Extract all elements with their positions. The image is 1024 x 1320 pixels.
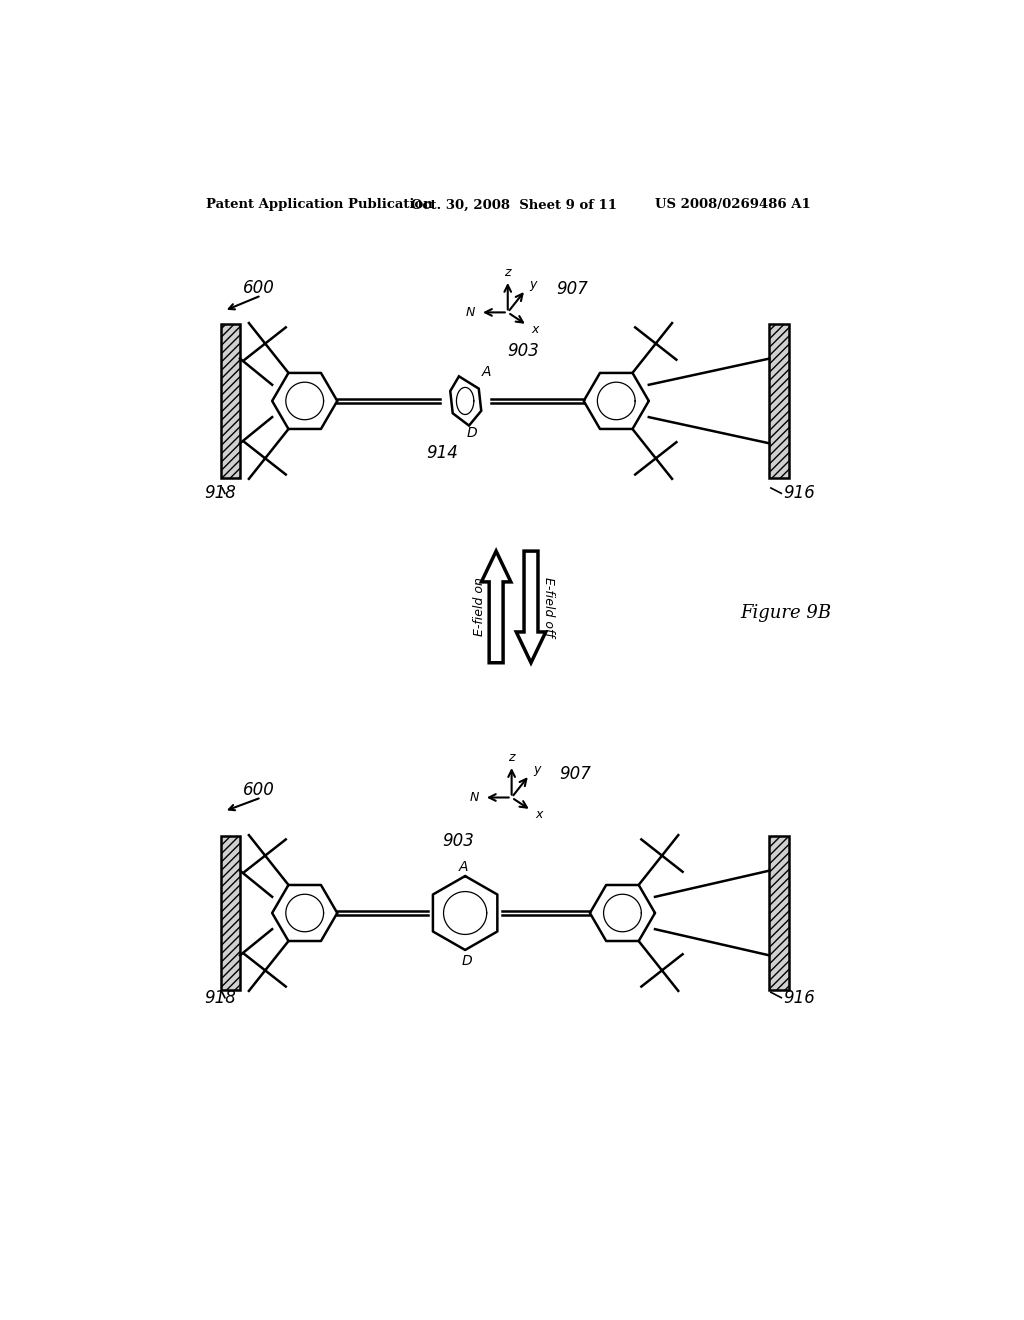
Text: E-field on: E-field on — [472, 577, 485, 636]
Text: Figure 9B: Figure 9B — [740, 603, 831, 622]
Bar — [769, 323, 788, 478]
Text: N: N — [466, 306, 475, 319]
Text: y: y — [529, 277, 538, 290]
Text: Patent Application Publication: Patent Application Publication — [206, 198, 432, 211]
FancyArrow shape — [516, 552, 546, 663]
Text: y: y — [534, 763, 541, 776]
Text: D: D — [467, 426, 477, 441]
Text: A: A — [482, 364, 492, 379]
Text: x: x — [531, 323, 539, 335]
Text: 916: 916 — [783, 989, 815, 1007]
Text: 918: 918 — [204, 989, 236, 1007]
Text: 918: 918 — [204, 484, 236, 503]
Text: A: A — [459, 859, 468, 874]
Text: z: z — [505, 265, 511, 279]
Text: 600: 600 — [243, 781, 274, 799]
Text: D: D — [461, 954, 472, 968]
Text: 916: 916 — [783, 484, 815, 503]
Text: 914: 914 — [426, 445, 459, 462]
Text: E-field off: E-field off — [542, 577, 555, 636]
FancyArrow shape — [481, 552, 511, 663]
Text: US 2008/0269486 A1: US 2008/0269486 A1 — [655, 198, 811, 211]
Text: 907: 907 — [560, 766, 592, 783]
Text: 903: 903 — [508, 342, 540, 360]
Bar — [220, 836, 240, 990]
Text: 600: 600 — [243, 279, 274, 297]
Text: 907: 907 — [556, 280, 588, 298]
Text: N: N — [470, 791, 479, 804]
Text: 903: 903 — [442, 833, 474, 850]
Text: z: z — [508, 751, 515, 764]
Bar — [769, 836, 788, 990]
Text: x: x — [536, 808, 543, 821]
Bar — [220, 323, 240, 478]
Text: Oct. 30, 2008  Sheet 9 of 11: Oct. 30, 2008 Sheet 9 of 11 — [411, 198, 616, 211]
